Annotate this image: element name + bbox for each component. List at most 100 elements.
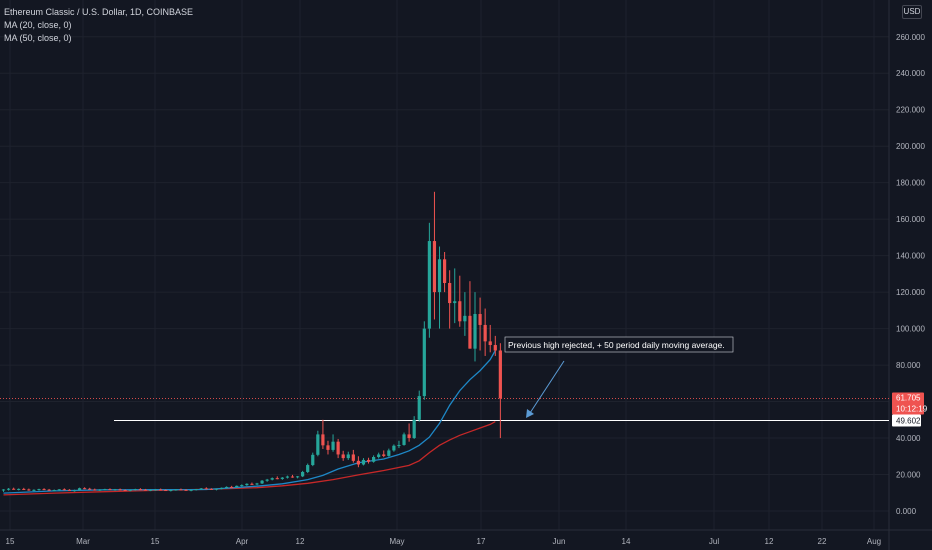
candle-body bbox=[133, 489, 137, 491]
candle-body bbox=[245, 483, 249, 486]
candle-body bbox=[235, 485, 239, 488]
candle-body bbox=[290, 476, 295, 478]
price-axis-countdown: 10:12:19 bbox=[896, 404, 928, 413]
candle-body bbox=[6, 488, 11, 490]
x-tick-label: 22 bbox=[818, 537, 827, 546]
y-tick-label: 40.000 bbox=[896, 434, 921, 443]
candle-body bbox=[377, 454, 381, 458]
candle-body bbox=[27, 489, 31, 491]
candle-body bbox=[442, 259, 447, 283]
annotation-text: Previous high rejected, + 50 period dail… bbox=[508, 340, 725, 350]
candle-body bbox=[62, 489, 66, 491]
candle-body bbox=[453, 301, 457, 304]
candle-body bbox=[397, 444, 401, 446]
candle-body bbox=[199, 488, 203, 490]
candle-body bbox=[214, 488, 219, 490]
candle-body bbox=[83, 488, 87, 490]
y-tick-label: 200.000 bbox=[896, 142, 925, 151]
candle-body bbox=[219, 487, 224, 489]
candle-body bbox=[448, 283, 452, 304]
candle-body bbox=[422, 328, 426, 397]
candle-body bbox=[402, 434, 406, 445]
candle-body bbox=[52, 490, 56, 492]
candle-body bbox=[184, 489, 188, 491]
candle-body bbox=[493, 345, 497, 351]
candle-body bbox=[270, 478, 274, 480]
candle-body bbox=[143, 489, 148, 491]
candle-body bbox=[321, 434, 325, 446]
candle-body bbox=[128, 489, 132, 491]
x-tick-label: 12 bbox=[296, 537, 305, 546]
x-tick-label: 12 bbox=[765, 537, 774, 546]
x-tick-label: 15 bbox=[151, 537, 160, 546]
ma20-line bbox=[3, 350, 496, 494]
candle-body bbox=[194, 489, 198, 491]
candle-body bbox=[169, 490, 173, 492]
candle-body bbox=[113, 489, 117, 491]
y-tick-label: 220.000 bbox=[896, 106, 925, 115]
candle-body bbox=[316, 434, 320, 455]
candle-body bbox=[174, 489, 178, 491]
annotation-box bbox=[504, 336, 734, 353]
y-tick-label: 0.000 bbox=[896, 507, 917, 516]
candle-body bbox=[250, 483, 254, 485]
candle-body bbox=[123, 490, 127, 492]
candle-body bbox=[392, 445, 396, 451]
price-axis-value: 61.705 bbox=[896, 393, 921, 402]
candle-body bbox=[118, 489, 122, 491]
currency-badge[interactable]: USD bbox=[902, 5, 922, 19]
candle-body bbox=[67, 489, 72, 491]
candle-body bbox=[224, 486, 229, 488]
candle-body bbox=[432, 241, 437, 293]
y-tick-label: 20.000 bbox=[896, 471, 921, 480]
candle-body bbox=[37, 489, 41, 491]
candle-body bbox=[437, 259, 442, 293]
x-tick-label: Jul bbox=[709, 537, 719, 546]
ma20-legend: MA (20, close, 0) bbox=[4, 20, 72, 30]
candle-body bbox=[209, 488, 213, 490]
candle-body bbox=[98, 489, 102, 491]
candle-body bbox=[240, 485, 244, 487]
candle-body bbox=[103, 489, 107, 491]
annotation-arrowhead bbox=[526, 409, 534, 418]
candle-body bbox=[306, 465, 310, 472]
candle-body bbox=[72, 490, 77, 492]
candle-body bbox=[189, 489, 193, 491]
candle-body bbox=[138, 489, 142, 491]
candle-body bbox=[148, 489, 153, 491]
candle-body bbox=[32, 489, 36, 491]
y-tick-label: 260.000 bbox=[896, 33, 925, 42]
candle-body bbox=[12, 488, 16, 490]
candle-body bbox=[372, 457, 376, 462]
candle-body bbox=[326, 445, 330, 450]
x-tick-label: Apr bbox=[236, 537, 249, 546]
y-tick-label: 140.000 bbox=[896, 252, 925, 261]
candle-body bbox=[468, 315, 472, 349]
y-tick-label: 100.000 bbox=[896, 325, 925, 334]
candle-body bbox=[311, 454, 315, 466]
candle-body bbox=[478, 314, 482, 325]
ma50-line bbox=[3, 421, 496, 496]
candle-body bbox=[417, 396, 421, 420]
candle-body bbox=[230, 486, 234, 488]
candle-body bbox=[179, 489, 183, 491]
x-tick-label: Aug bbox=[867, 537, 881, 546]
support-axis-badge bbox=[892, 414, 921, 427]
candle-body bbox=[427, 241, 431, 329]
candle-body bbox=[265, 479, 269, 481]
y-tick-label: 120.000 bbox=[896, 288, 925, 297]
candle-body bbox=[488, 341, 492, 346]
candle-body bbox=[331, 441, 335, 450]
candle-body bbox=[351, 454, 355, 461]
support-axis-value: 49.602 bbox=[896, 417, 921, 426]
candle-body bbox=[22, 488, 26, 490]
candle-body bbox=[412, 419, 416, 439]
candle-body bbox=[285, 476, 290, 478]
candle-body bbox=[356, 460, 360, 465]
price-axis-badge bbox=[892, 392, 924, 415]
chart-title: Ethereum Classic / U.S. Dollar, 1D, COIN… bbox=[4, 7, 194, 17]
candle-body bbox=[47, 489, 51, 491]
candle-body bbox=[204, 488, 208, 490]
